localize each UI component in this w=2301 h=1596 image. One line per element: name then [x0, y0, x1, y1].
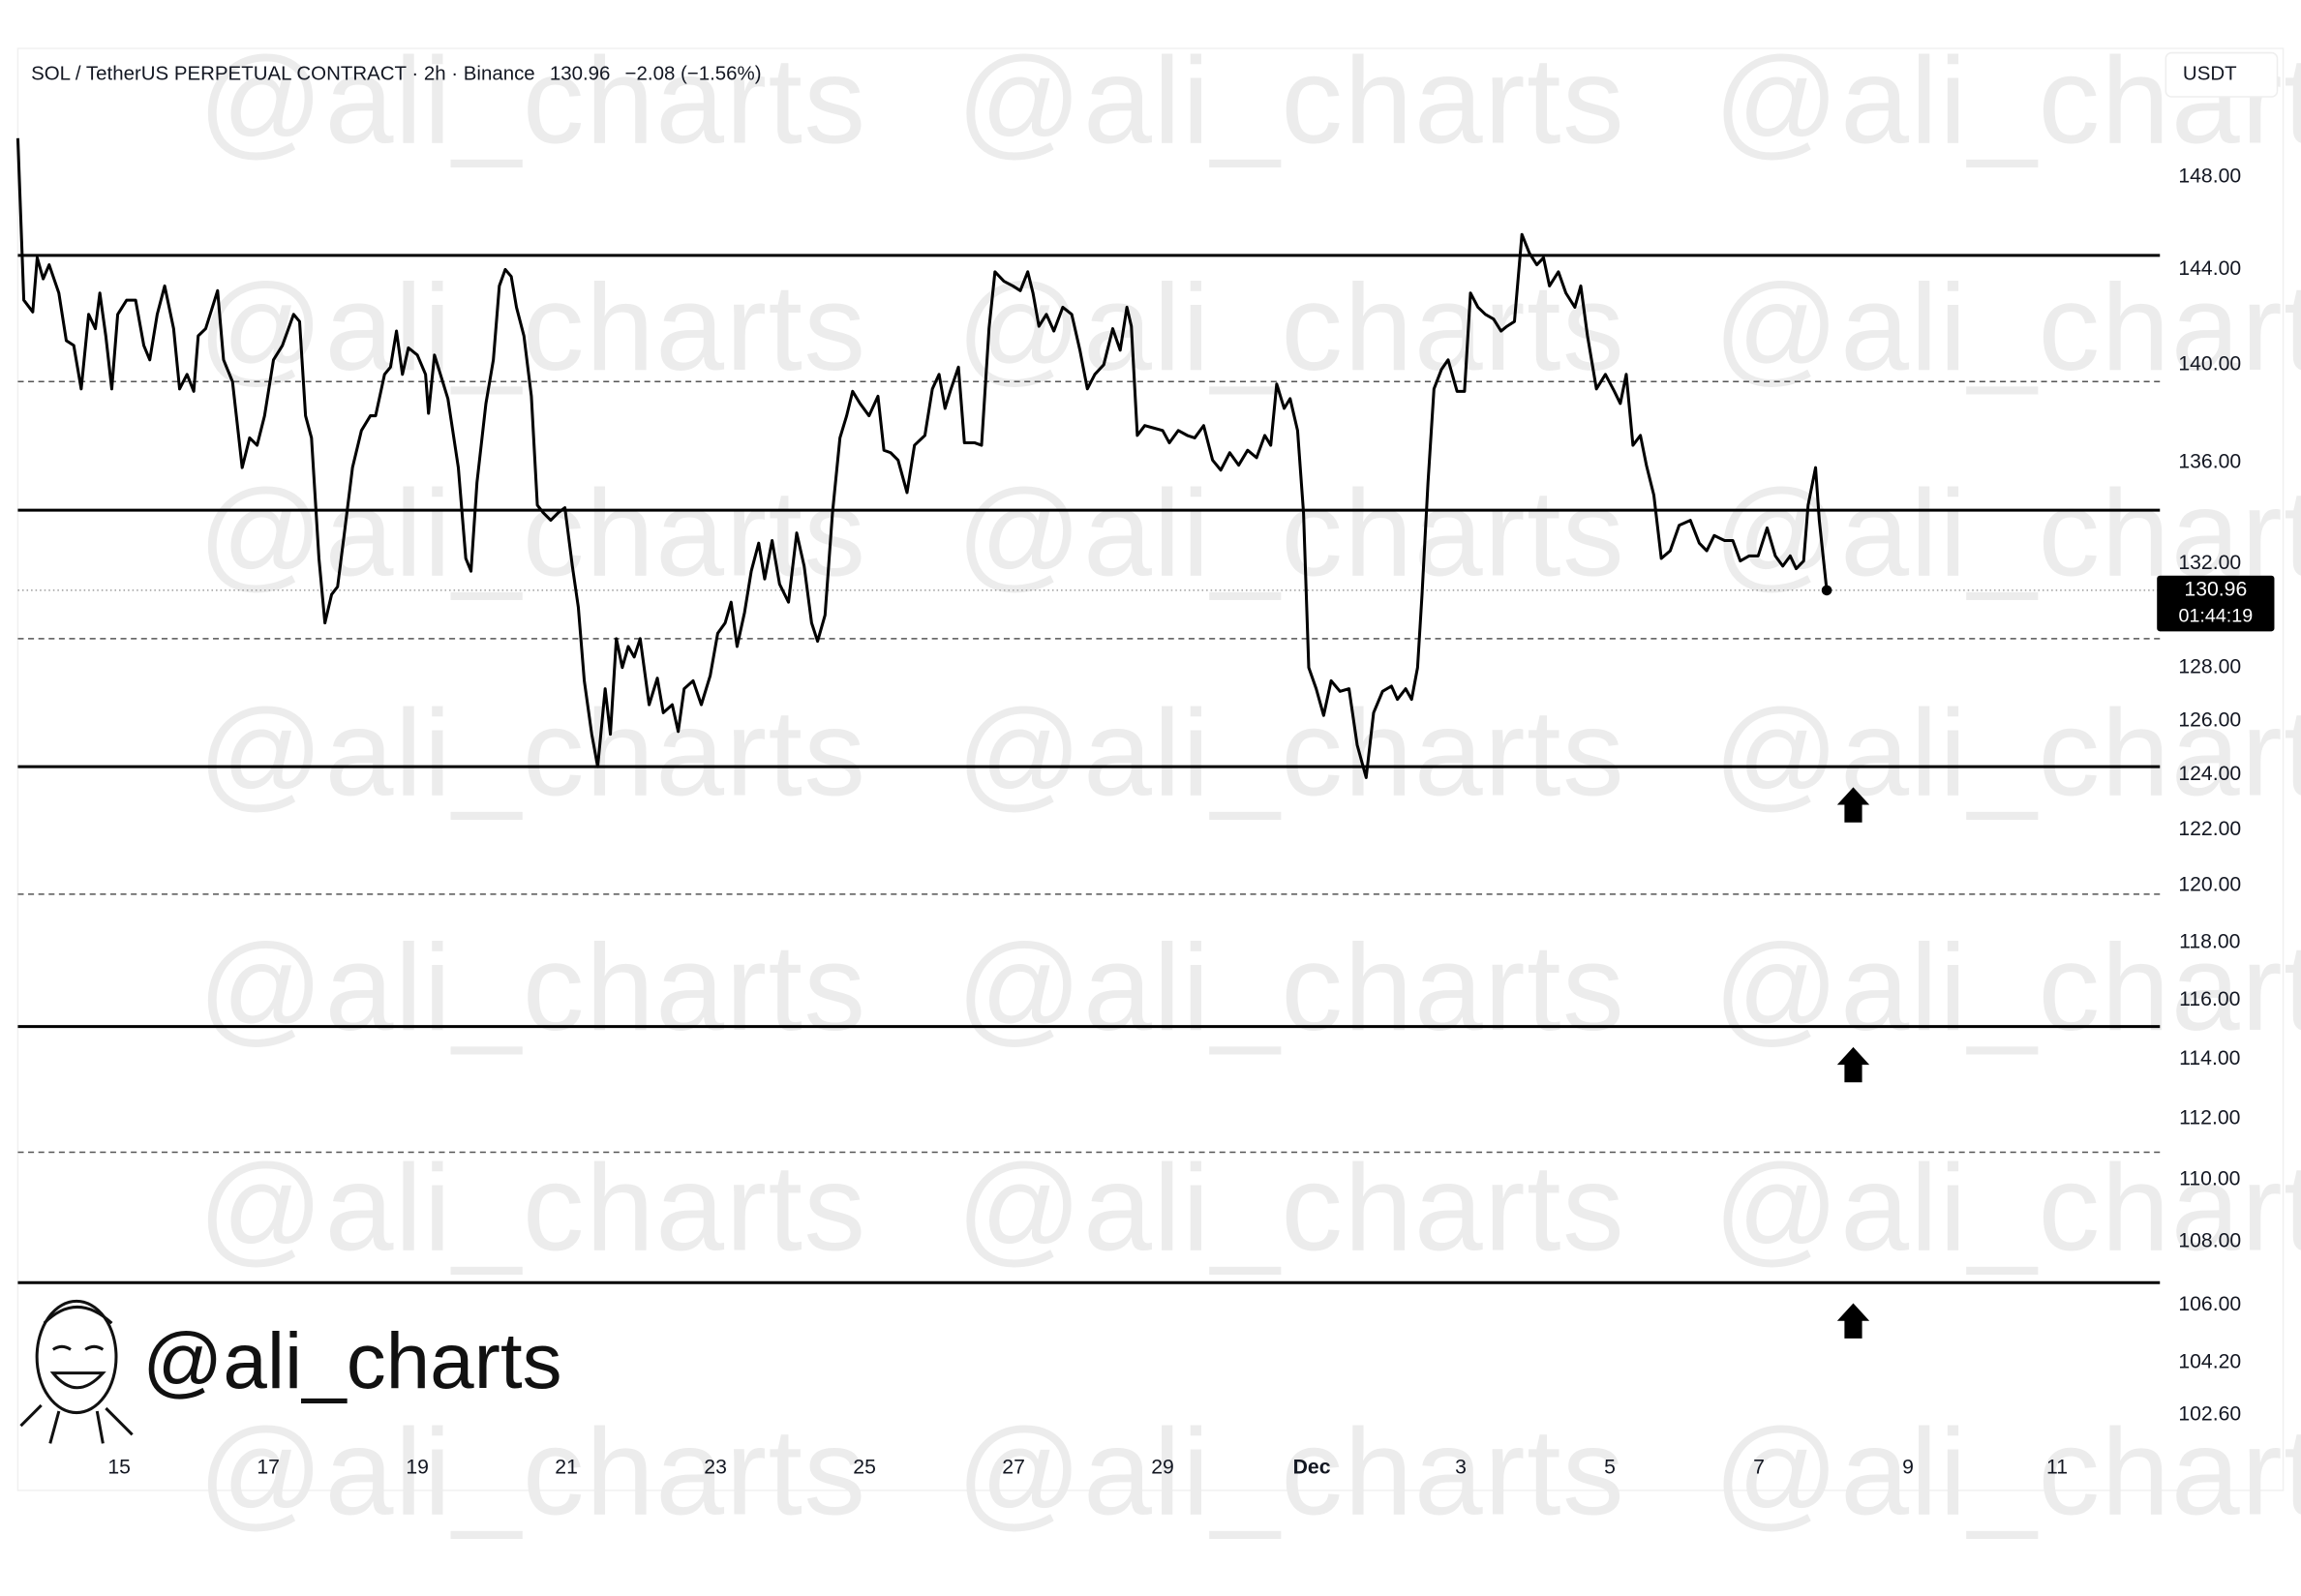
y-tick-label: 136.00	[2178, 451, 2241, 473]
y-unit: USDT	[2183, 63, 2237, 85]
logo	[19, 1299, 134, 1444]
logo-smile	[49, 1371, 106, 1390]
y-tick-label: 104.20	[2178, 1351, 2241, 1373]
logo-eyes	[51, 1344, 105, 1351]
y-tick-label: 122.00	[2178, 818, 2241, 840]
watermark: @ali_charts	[956, 258, 1625, 396]
y-tick-label: 128.00	[2178, 655, 2241, 678]
y-tick-label: 132.00	[2178, 552, 2241, 574]
up-arrow	[1836, 1303, 1870, 1339]
x-tick-label: 3	[1455, 1457, 1467, 1479]
x-tick-label: 5	[1604, 1457, 1616, 1479]
countdown: 01:44:19	[2179, 605, 2254, 626]
chart-frame	[16, 47, 2285, 1491]
x-tick-label: 17	[257, 1457, 280, 1479]
watermark: @ali_charts	[198, 258, 867, 396]
y-tick-label: 116.00	[2179, 988, 2240, 1010]
x-tick-label: 21	[555, 1457, 578, 1479]
price-tag-value: 130.96	[2184, 578, 2247, 600]
y-tick-label: 108.00	[2178, 1230, 2241, 1252]
x-tick-label: 25	[853, 1457, 876, 1479]
y-tick-label: 102.60	[2178, 1403, 2241, 1426]
unit-box	[2165, 51, 2279, 98]
header-price: 130.96	[550, 63, 611, 85]
plot: 148.00 144.00 140.00 136.00 132.00 128.00 126.…	[15, 137, 2275, 1479]
header-title: SOL / TetherUS PERPETUAL CONTRACT · 2h ·…	[31, 63, 535, 85]
x-tick-label: Dec	[1293, 1457, 1331, 1479]
price-line	[15, 137, 1829, 779]
watermark: @ali_charts	[956, 31, 1625, 168]
watermark: @ali_charts	[956, 464, 1625, 601]
watermark: @ali_charts	[198, 1139, 867, 1277]
brand-text: @ali_charts	[142, 1317, 561, 1405]
header: SOL / TetherUS PERPETUAL CONTRACT · 2h ·…	[31, 63, 761, 85]
watermark: @ali_charts	[1714, 918, 2301, 1056]
y-tick-label: 106.00	[2178, 1293, 2241, 1315]
watermark: @ali_charts	[198, 684, 867, 822]
y-tick-label: 144.00	[2178, 257, 2241, 280]
x-tick-label: 9	[1902, 1457, 1914, 1479]
watermark: @ali_charts	[1714, 31, 2301, 168]
last-point	[1821, 585, 1832, 596]
x-tick-label: 7	[1753, 1457, 1765, 1479]
price-tag	[2157, 575, 2275, 632]
y-tick-label: 110.00	[2179, 1168, 2240, 1190]
y-tick-label: 118.00	[2179, 930, 2240, 952]
y-tick-label: 124.00	[2178, 763, 2241, 785]
watermark: @ali_charts	[198, 1402, 867, 1540]
watermark: @ali_charts	[198, 918, 867, 1056]
watermark: @ali_charts	[956, 918, 1625, 1056]
watermark: @ali_charts	[956, 684, 1625, 822]
x-tick-label: 23	[704, 1457, 727, 1479]
y-tick-label: 126.00	[2178, 708, 2241, 731]
logo-head	[35, 1299, 118, 1415]
watermark: @ali_charts	[1714, 684, 2301, 822]
watermark: @ali_charts	[198, 31, 867, 168]
y-tick-label: 140.00	[2178, 352, 2241, 375]
y-tick-label: 112.00	[2179, 1107, 2240, 1129]
y-tick-label: 148.00	[2178, 165, 2241, 187]
logo-hair	[43, 1305, 113, 1325]
up-arrow	[1836, 787, 1870, 823]
watermark: @ali_charts	[956, 1139, 1625, 1277]
y-tick-label: 114.00	[2179, 1047, 2240, 1069]
watermark: @ali_charts	[1714, 1402, 2301, 1540]
up-arrow	[1836, 1046, 1870, 1083]
logo-neck	[19, 1403, 134, 1444]
y-tick-label: 120.00	[2178, 874, 2241, 896]
x-tick-label: 29	[1151, 1457, 1174, 1479]
watermark: @ali_charts	[198, 464, 867, 601]
watermark: @ali_charts	[1714, 1139, 2301, 1277]
x-tick-label: 15	[107, 1457, 131, 1479]
x-tick-label: 19	[406, 1457, 429, 1479]
watermark: @ali_charts	[956, 1402, 1625, 1540]
watermark: @ali_charts	[1714, 258, 2301, 396]
x-tick-label: 11	[2046, 1457, 2068, 1479]
header-change: −2.08 (−1.56%)	[625, 63, 762, 85]
x-tick-label: 27	[1002, 1457, 1025, 1479]
